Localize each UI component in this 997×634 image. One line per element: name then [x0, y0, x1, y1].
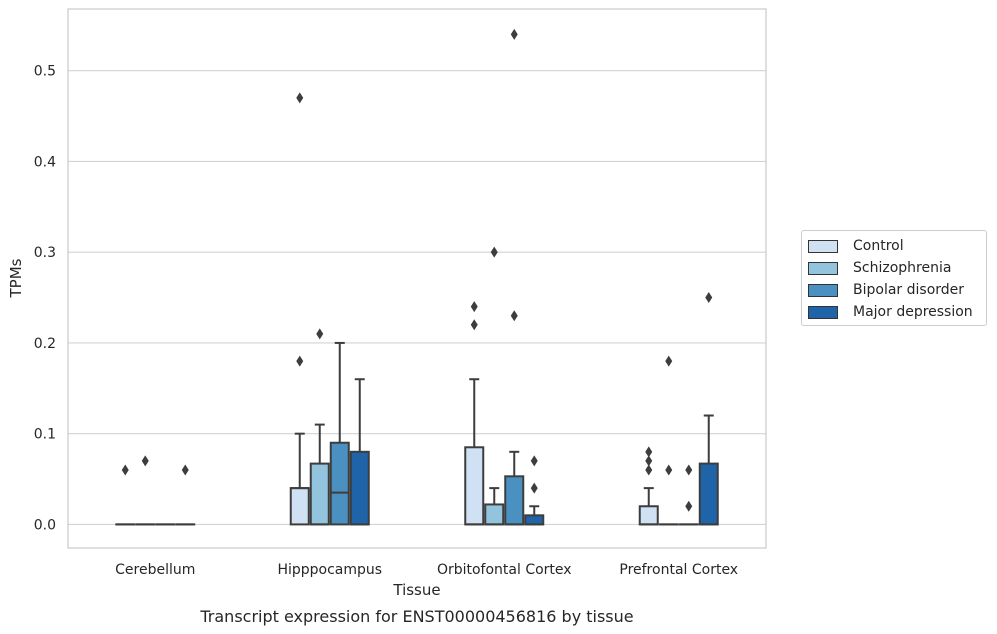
box — [309, 423, 330, 526]
outlier-point — [490, 246, 498, 258]
legend-label-control: Control — [853, 238, 904, 254]
outlier-point — [665, 464, 673, 476]
box-body — [464, 446, 485, 526]
legend-item-major-depression: Major depression — [808, 302, 973, 322]
outlier-point — [645, 446, 653, 458]
x-tick-label: Prefrontal Cortex — [619, 562, 738, 578]
outlier-point — [645, 455, 653, 467]
y-tick-labels: 0.0 0.1 0.2 0.3 0.4 0.5 — [34, 64, 56, 534]
y-tick-label: 0.1 — [34, 427, 56, 443]
outlier-point — [470, 319, 478, 331]
box — [329, 341, 350, 526]
outlier-point — [181, 464, 189, 476]
box — [698, 414, 719, 526]
box-body — [698, 462, 719, 526]
legend-item-bipolar-disorder: Bipolar disorder — [808, 280, 964, 300]
box — [349, 378, 370, 526]
legend-label-bipolar-disorder: Bipolar disorder — [853, 282, 965, 298]
outlier-point — [296, 355, 304, 367]
box-body — [289, 487, 310, 526]
outlier-point — [530, 455, 538, 467]
outlier-point — [510, 28, 518, 40]
y-tick-label: 0.5 — [34, 64, 56, 80]
x-axis-label: Tissue — [392, 581, 440, 599]
box — [464, 378, 485, 526]
box-body — [349, 450, 370, 526]
outlier-point — [121, 464, 129, 476]
box-body — [309, 462, 330, 526]
y-tick-label: 0.0 — [34, 517, 56, 533]
legend-item-control: Control — [808, 236, 904, 256]
outlier-point — [296, 92, 304, 104]
y-axis-label: TPMs — [7, 258, 25, 298]
outlier-point — [645, 464, 653, 476]
box-body — [329, 441, 350, 526]
x-tick-label: Orbitofontal Cortex — [437, 562, 572, 578]
x-tick-label: Cerebellum — [115, 562, 195, 578]
outlier-point — [530, 482, 538, 494]
box — [484, 487, 505, 526]
legend-swatch-control — [808, 239, 838, 253]
legend-label-schizophrenia: Schizophrenia — [853, 260, 952, 276]
box — [638, 487, 659, 526]
y-tick-label: 0.3 — [34, 245, 56, 261]
outlier-point — [705, 292, 713, 304]
legend-swatch-schizophrenia — [808, 261, 838, 275]
legend-swatch-major-depression — [808, 305, 838, 319]
outlier-point — [141, 455, 149, 467]
box-body — [504, 475, 525, 526]
outlier-point — [470, 301, 478, 313]
legend-swatch-bipolar-disorder — [808, 283, 838, 297]
outlier-point — [665, 355, 673, 367]
legend-item-schizophrenia: Schizophrenia — [808, 258, 951, 278]
outlier-point — [685, 464, 693, 476]
boxes — [115, 341, 719, 526]
box-body — [484, 503, 505, 526]
outlier-point — [685, 500, 693, 512]
x-tick-label: Hipppocampus — [277, 562, 382, 578]
y-tick-label: 0.2 — [34, 336, 56, 352]
chart-title: Transcript expression for ENST0000045681… — [199, 607, 633, 626]
plot-frame — [67, 8, 767, 549]
outlier-point — [510, 310, 518, 322]
box — [524, 505, 545, 526]
y-tick-label: 0.4 — [34, 154, 56, 170]
box — [504, 450, 525, 526]
box-body — [638, 505, 659, 526]
box — [289, 432, 310, 526]
outliers — [121, 28, 713, 512]
grid-lines — [68, 70, 766, 525]
legend: Control Schizophrenia Bipolar disorder M… — [801, 230, 987, 326]
outlier-point — [316, 328, 324, 340]
box-body — [524, 514, 545, 526]
x-tick-labels: Cerebellum Hipppocampus Orbitofontal Corte… — [115, 562, 738, 578]
legend-label-major-depression: Major depression — [853, 304, 973, 320]
